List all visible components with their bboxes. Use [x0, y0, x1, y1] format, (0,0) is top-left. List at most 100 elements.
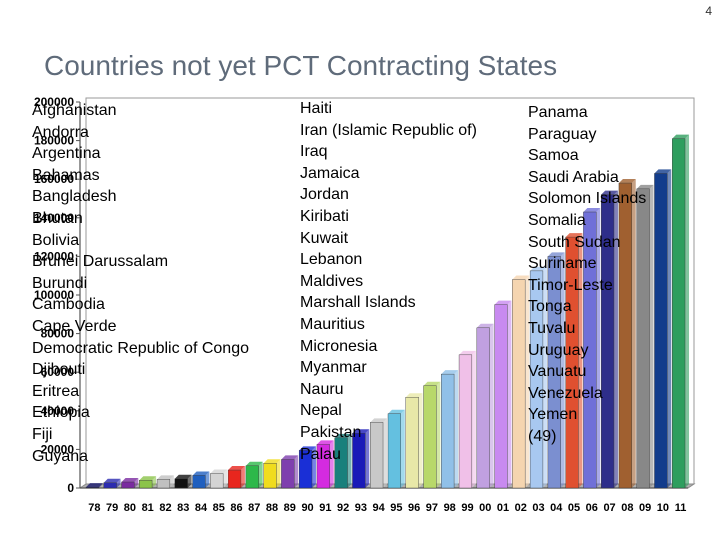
country-item: Nepal — [300, 402, 342, 420]
y-tick-label: 160000 — [34, 172, 74, 186]
country-item: Myanmar — [300, 359, 367, 377]
bar-top — [103, 478, 121, 483]
bar — [672, 138, 686, 489]
country-item: Kuwait — [300, 229, 349, 247]
x-tick-label: 05 — [568, 502, 580, 514]
bar-top — [228, 466, 245, 471]
bar-side — [400, 409, 405, 488]
x-tick-label: 78 — [88, 502, 100, 514]
x-tick-label: 02 — [515, 502, 527, 514]
country-item: Jamaica — [300, 164, 360, 182]
country-item: Uruguay — [528, 341, 589, 359]
x-tick-label: 89 — [284, 502, 296, 514]
country-item: Bahamas — [32, 166, 100, 184]
bar-side — [649, 184, 654, 488]
bar-side — [258, 461, 263, 488]
country-item: Marshall Islands — [300, 294, 416, 312]
bar — [174, 478, 188, 489]
country-item: Bangladesh — [32, 188, 117, 206]
country-item: Bolivia — [32, 231, 80, 249]
bar — [405, 397, 419, 489]
x-tick-label: 90 — [301, 502, 313, 514]
bar-side — [240, 466, 245, 488]
y-tick-label: 80000 — [41, 327, 75, 341]
bar — [423, 385, 437, 489]
bar-side — [205, 471, 210, 488]
x-tick-label: 82 — [159, 502, 171, 514]
bar — [618, 182, 632, 489]
country-item: Haiti — [300, 100, 333, 117]
country-item: Vanuatu — [528, 363, 587, 381]
y-tick-label: 180000 — [34, 134, 74, 148]
country-item: Afghanistan — [32, 102, 117, 119]
bar-side — [152, 476, 157, 488]
x-tick-label: 93 — [355, 502, 367, 514]
country-item: Paraguay — [528, 125, 597, 143]
x-tick-label: 07 — [603, 502, 615, 514]
bar-side — [685, 134, 690, 489]
bar — [458, 354, 473, 489]
x-tick-label: 04 — [550, 502, 563, 514]
x-tick-label: 97 — [426, 502, 438, 514]
bar-side — [667, 169, 672, 488]
bar — [281, 459, 295, 489]
x-tick-label: 80 — [124, 502, 136, 514]
country-item: Maldives — [300, 272, 364, 290]
country-item: Fiji — [32, 425, 53, 443]
bar — [263, 463, 277, 489]
bar — [387, 413, 401, 489]
country-item: Tuvalu — [528, 319, 576, 337]
bar — [547, 256, 561, 489]
bar-top — [263, 459, 281, 464]
bar — [512, 279, 526, 489]
bar-top — [441, 370, 459, 375]
country-item: Tonga — [528, 298, 572, 316]
bar-top — [245, 461, 263, 466]
bar-side — [383, 418, 388, 488]
country-item: Lebanon — [300, 251, 363, 269]
bar — [245, 465, 259, 489]
bar-top — [476, 323, 494, 328]
x-tick-label: 98 — [444, 502, 456, 514]
x-tick-label: 03 — [532, 502, 544, 514]
country-item: Kiribati — [300, 207, 349, 225]
bar-side — [329, 440, 334, 488]
country-item: Brunei Darussalam — [32, 253, 169, 271]
bar — [476, 327, 490, 489]
bar-top — [512, 275, 530, 280]
bar — [529, 270, 544, 489]
x-tick-label: 81 — [142, 502, 154, 514]
bar-side — [471, 350, 476, 488]
page-number: 4 — [705, 4, 712, 18]
bar-top — [601, 190, 618, 195]
country-item: Timor-Leste — [528, 276, 613, 294]
bar — [210, 473, 224, 489]
bar — [227, 469, 242, 489]
x-tick-label: 06 — [586, 502, 598, 514]
bar-top — [547, 252, 565, 257]
bar-side — [560, 252, 565, 488]
bar-top — [192, 471, 210, 476]
bar-side — [365, 429, 370, 488]
bar-side — [187, 474, 192, 488]
country-item: Palau — [300, 445, 341, 463]
country-list-col1: Afghanistan Andorra Argentina Bahamas Bangla… — [32, 100, 249, 467]
bar-top — [583, 208, 601, 213]
bar — [600, 194, 615, 489]
country-item: Djibouti — [32, 361, 86, 379]
x-tick-label: 99 — [461, 502, 473, 514]
bar-side — [418, 393, 423, 488]
bar-top — [654, 169, 672, 174]
bar — [298, 450, 313, 489]
x-tick-label: 00 — [479, 502, 491, 514]
country-item: Burundi — [32, 274, 88, 292]
bar — [316, 444, 330, 489]
y-tick-label: 200000 — [34, 95, 74, 109]
country-item: Argentina — [32, 145, 101, 163]
bar-side — [507, 300, 512, 488]
x-tick-label: 91 — [319, 502, 331, 514]
bar — [654, 173, 668, 489]
x-tick-label: 09 — [639, 502, 651, 514]
bar — [565, 236, 579, 489]
